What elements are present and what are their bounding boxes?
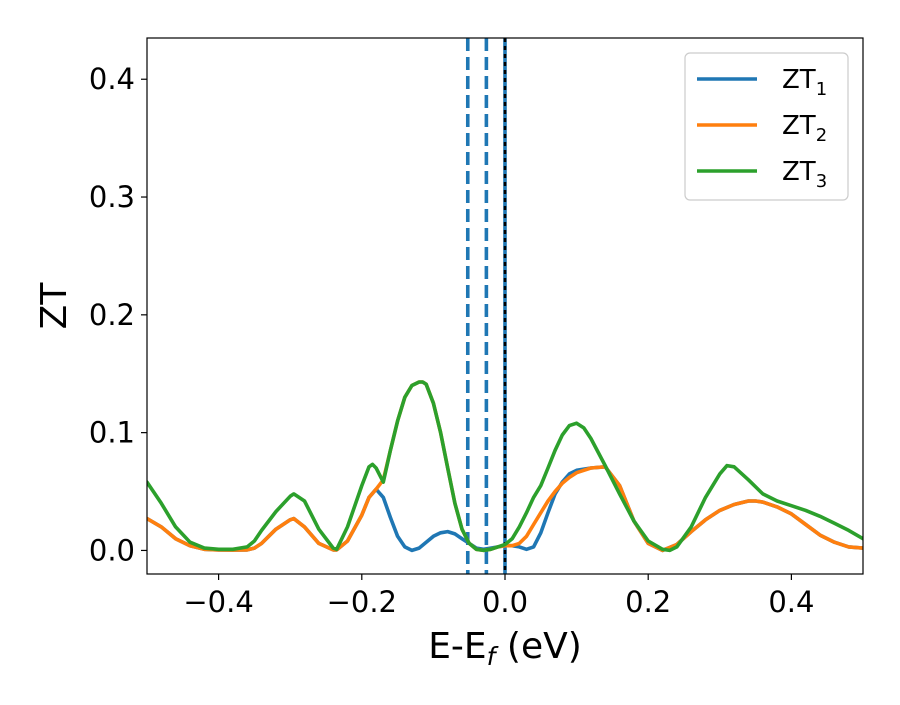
y-tick-label: 0.2 xyxy=(89,298,135,332)
x-tick-label: −0.2 xyxy=(327,585,397,619)
y-tick-label: 0.3 xyxy=(89,180,135,214)
y-tick-label: 0.0 xyxy=(89,533,135,567)
y-axis-ticks: 0.0 0.1 0.2 0.3 0.4 xyxy=(89,62,147,567)
x-tick-label: 0.2 xyxy=(625,585,671,619)
legend: ZT1 ZT2 ZT3 xyxy=(684,52,849,201)
legend-label-1: ZT1 xyxy=(782,65,827,100)
reference-lines xyxy=(465,38,507,574)
x-tick-label: 0.0 xyxy=(482,585,528,619)
y-tick-label: 0.1 xyxy=(89,416,135,450)
legend-box xyxy=(684,52,849,201)
series-group xyxy=(147,380,863,553)
series-line-3 xyxy=(147,380,863,553)
y-axis-label: ZT xyxy=(34,282,75,330)
y-tick-label: 0.4 xyxy=(89,62,135,96)
x-axis-label: E-Ef (eV) xyxy=(428,626,582,671)
x-tick-label: −0.4 xyxy=(183,585,253,619)
x-tick-label: 0.4 xyxy=(768,585,814,619)
x-axis-ticks: −0.4 −0.2 0.0 0.2 0.4 xyxy=(183,574,814,619)
legend-label-3: ZT3 xyxy=(782,157,827,192)
legend-label-2: ZT2 xyxy=(782,111,827,146)
